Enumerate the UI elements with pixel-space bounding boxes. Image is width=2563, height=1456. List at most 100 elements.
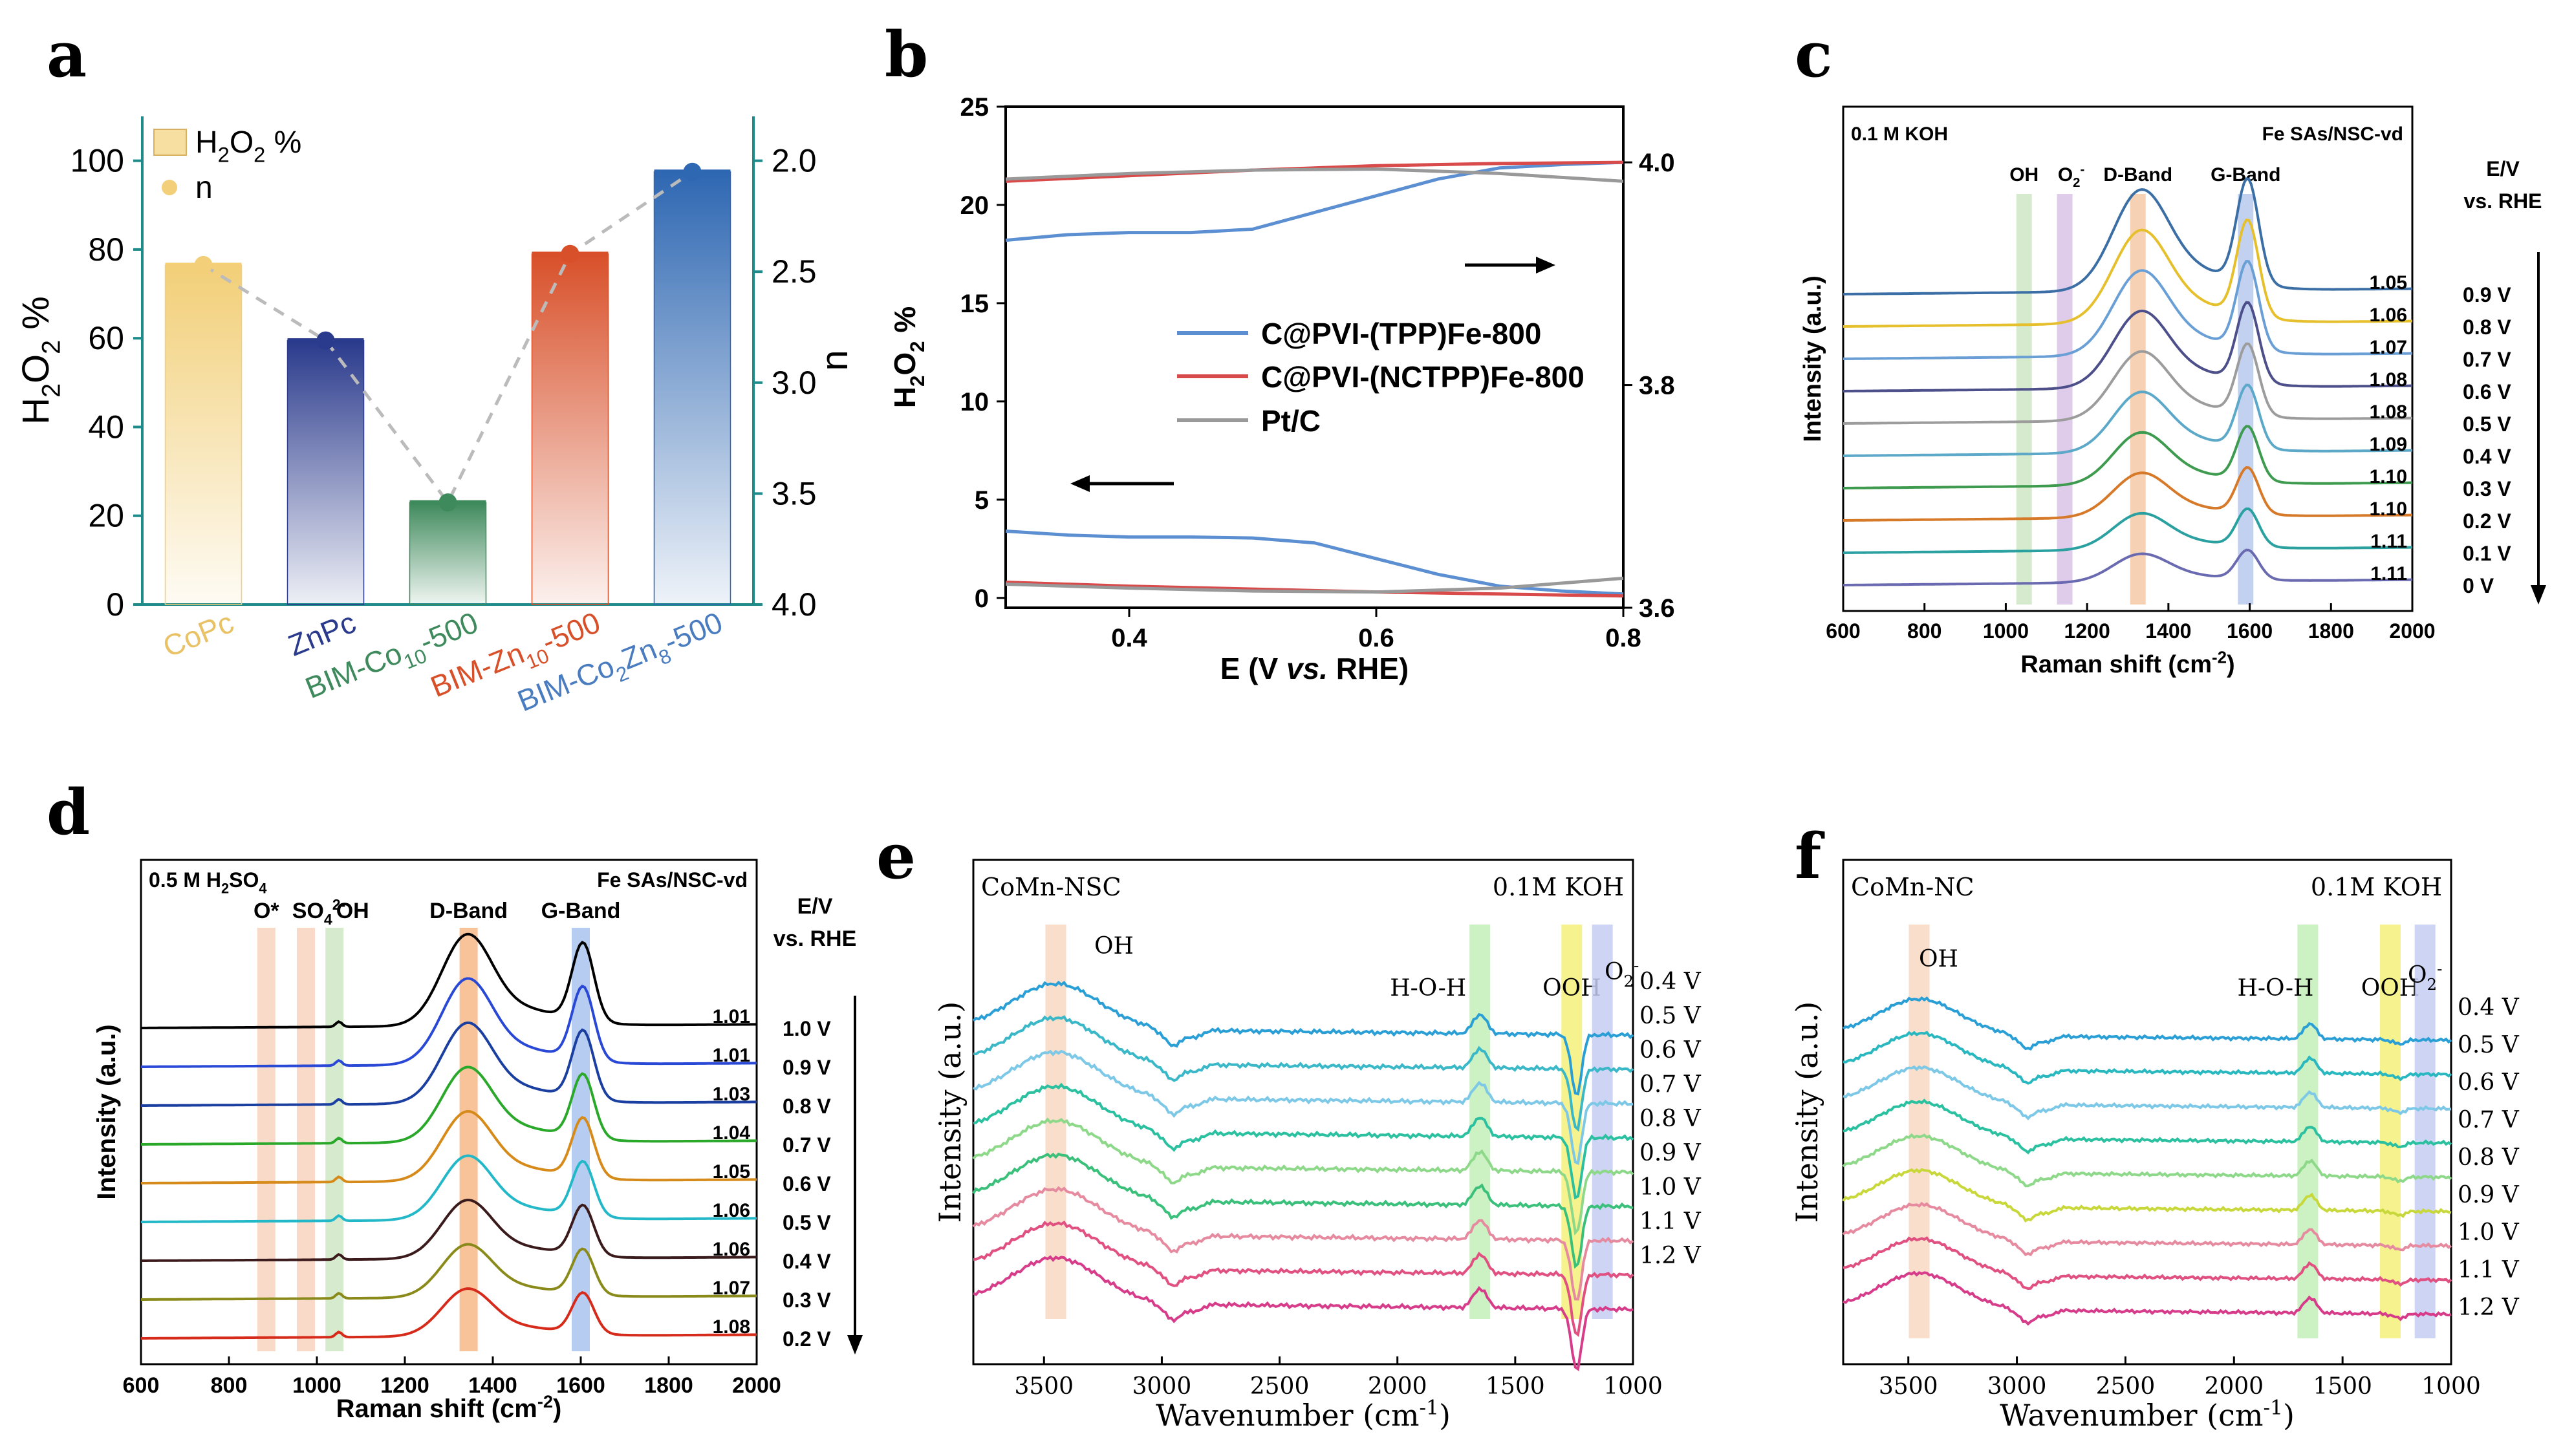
band-label-2-part: D-Band <box>2103 164 2172 186</box>
potential-label-3: 0.7 V <box>1639 1071 1702 1098</box>
ratio-label-9: 1.11 <box>2370 563 2407 584</box>
ratio-label-6-part: 1.06 <box>713 1239 750 1260</box>
potential-label-0: 0.4 V <box>2458 994 2520 1021</box>
band-1 <box>2057 194 2073 605</box>
y2-tick-label: 3.0 <box>772 365 817 401</box>
potential-label-2: 0.8 V <box>783 1095 831 1118</box>
band-label-1-part: SO <box>292 899 324 923</box>
y-axis-title: Intensity (a.u.) <box>92 1024 121 1199</box>
ratio-label-7-part: 1.10 <box>2370 498 2407 520</box>
x-tick-label-part: 2000 <box>732 1373 781 1398</box>
n-series-line <box>202 170 693 506</box>
x-tick-label-part: 1000 <box>1983 619 2029 643</box>
n-point-4 <box>683 162 702 181</box>
potential-label-1: 0.5 V <box>2458 1032 2520 1058</box>
potential-header-2: vs. RHE <box>773 926 857 951</box>
ratio-label-4: 1.05 <box>713 1161 750 1183</box>
panel-letter-a: a <box>47 18 87 91</box>
band-label-3-part: 2 <box>1623 972 1634 990</box>
y2-tick-label-part: 3.6 <box>1639 594 1675 623</box>
potential-label-5: 0.9 V <box>1639 1140 1702 1166</box>
arrow-left-head <box>1070 475 1090 492</box>
y-tick-label-part: 40 <box>88 409 124 445</box>
potential-label-3-part: 0.7 V <box>2458 1107 2520 1133</box>
spectrum-6 <box>1843 425 2412 489</box>
x-tick-label: 800 <box>211 1373 248 1398</box>
ratio-label-4: 1.08 <box>2370 401 2407 423</box>
legend-label-0-part: C@PVI-(TPP)Fe-800 <box>1261 317 1541 350</box>
band-label-3-part: D-Band <box>429 899 508 923</box>
spectrum-4 <box>972 1117 1634 1236</box>
band-label-4: G-Band <box>541 899 621 923</box>
potential-label-0-part: 0.9 V <box>2463 283 2511 306</box>
panel-letter-c: c <box>1795 18 1832 91</box>
title-right-part: 0.1M KOH <box>1493 873 1624 901</box>
spectrum-6 <box>972 1186 1634 1301</box>
potential-label-4-part: 0.8 V <box>1639 1106 1702 1132</box>
potential-arrow-head <box>2531 585 2546 605</box>
y-axis-title-part: H <box>15 398 57 425</box>
band-2 <box>2380 925 2401 1338</box>
y2-tick-label: 3.8 <box>1639 372 1675 400</box>
potential-label-6-part: 1.0 V <box>1639 1174 1702 1201</box>
x-tick-label-part: 2500 <box>1250 1373 1310 1400</box>
plot-frame <box>140 859 758 1365</box>
spectrum-1 <box>1843 219 2412 328</box>
spectrum-1 <box>141 977 757 1068</box>
x-axis-title-part: RHE) <box>1328 652 1409 685</box>
x-tick-label-part: 2000 <box>2389 619 2435 643</box>
band-label-0-part: OH <box>2009 164 2039 186</box>
potential-label-3: 0.6 V <box>2463 380 2511 403</box>
y2-tick-label-part: 2.5 <box>772 253 817 290</box>
spectrum-7 <box>973 1220 1634 1337</box>
potential-label-8: 1.2 V <box>2458 1294 2520 1321</box>
potential-label-6: 1.0 V <box>2458 1219 2520 1246</box>
y-axis-title: H2O2 % <box>15 296 65 425</box>
ratio-label-2: 1.03 <box>713 1084 750 1105</box>
potential-label-2-part: 0.6 V <box>1639 1037 1702 1064</box>
y-tick-label: 100 <box>70 143 124 179</box>
x-tick-label-part: 2000 <box>1368 1373 1427 1400</box>
band-label-1: SO42- <box>292 896 346 928</box>
x-tick-label-part: 1000 <box>1603 1373 1663 1400</box>
potential-label-8: 0.2 V <box>783 1327 831 1351</box>
spectrum-6 <box>1842 1201 2452 1257</box>
ratio-label-3: 1.04 <box>713 1122 751 1144</box>
x-axis-title-part: ) <box>553 1395 561 1423</box>
potential-header-2: vs. RHE <box>2464 189 2542 213</box>
y-axis-title-part: Intensity (a.u.) <box>1790 1001 1824 1223</box>
title-right-part: Fe SAs/NSC-vd <box>597 868 748 892</box>
potential-label-3: 0.7 V <box>783 1133 831 1157</box>
y-tick-label: 60 <box>88 320 124 356</box>
y-tick-label-part: 100 <box>70 143 124 179</box>
band-0 <box>1909 925 1930 1338</box>
potential-header-1: E/V <box>2486 157 2520 180</box>
ratio-label-0: 1.05 <box>2370 272 2407 294</box>
band-label-3: O2- <box>2408 959 2442 993</box>
ratio-label-1-part: 1.06 <box>2370 305 2407 326</box>
potential-label-2: 0.7 V <box>2463 348 2511 371</box>
spectrum-0 <box>141 932 757 1029</box>
x-tick-label: 2000 <box>2389 619 2435 643</box>
x-tick-label: 2500 <box>1250 1373 1310 1400</box>
title-left-part: 4 <box>259 881 266 897</box>
potential-label-0-part: 1.0 V <box>783 1017 831 1040</box>
x-axis-title-part: -2 <box>2212 649 2227 667</box>
y-axis-title-part: O <box>888 352 922 376</box>
ratio-label-2: 1.07 <box>2370 337 2407 358</box>
y-tick-label: 40 <box>88 409 124 445</box>
potential-label-3: 0.7 V <box>2458 1107 2520 1133</box>
potential-label-0: 0.9 V <box>2463 283 2511 306</box>
x-tick-label-part: 1500 <box>1486 1373 1545 1400</box>
spectrum-5 <box>972 1152 1634 1269</box>
x-tick-label: 0.6 <box>1358 624 1394 652</box>
band-label-2-part: OOH <box>2361 975 2419 1001</box>
bar-0 <box>164 264 243 605</box>
potential-label-4: 0.5 V <box>2463 412 2511 436</box>
ratio-label-1: 1.01 <box>713 1045 750 1066</box>
ratio-label-0-part: 1.05 <box>2370 272 2407 294</box>
potential-label-4: 0.8 V <box>1639 1106 1702 1132</box>
y-axis-title-part: H <box>888 387 922 408</box>
spectrum-3 <box>141 1065 757 1146</box>
